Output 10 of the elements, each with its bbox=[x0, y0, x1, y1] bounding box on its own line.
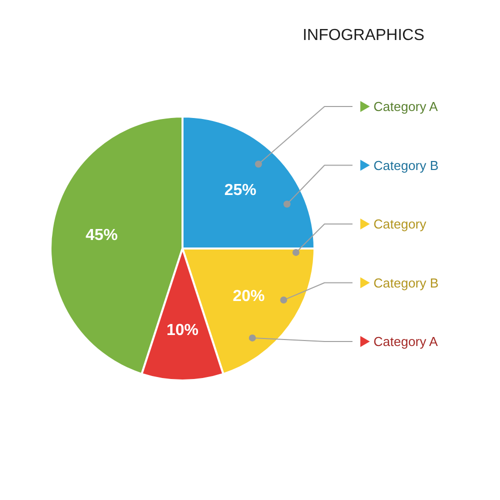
data-label: 45% bbox=[86, 227, 118, 244]
legend-label: Category B bbox=[374, 275, 439, 290]
legend-label: Category A bbox=[374, 334, 438, 349]
legend-label: Category B bbox=[374, 158, 439, 173]
legend-label: Category bbox=[374, 216, 427, 232]
legend-label: Category A bbox=[374, 99, 438, 114]
chart-title: INFOGRAPHICS bbox=[302, 27, 424, 44]
data-label: 20% bbox=[232, 288, 265, 306]
data-label: 25% bbox=[224, 182, 256, 200]
data-label: 10% bbox=[166, 322, 199, 339]
